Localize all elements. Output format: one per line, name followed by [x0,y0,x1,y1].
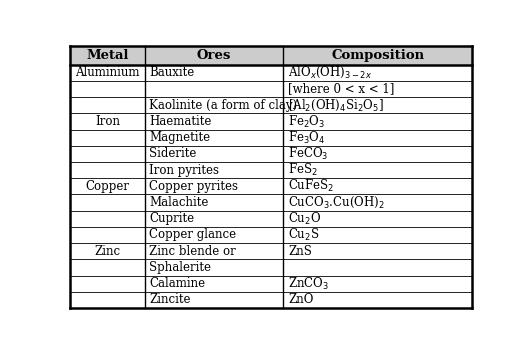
Text: Fe$_3$O$_4$: Fe$_3$O$_4$ [288,130,325,146]
Text: Siderite: Siderite [149,147,197,161]
Text: Metal: Metal [86,49,129,62]
Text: Kaolinite (a form of clay): Kaolinite (a form of clay) [149,99,297,112]
Text: Composition: Composition [331,49,424,62]
Text: Aluminium: Aluminium [75,66,140,79]
Text: Fe$_2$O$_3$: Fe$_2$O$_3$ [288,113,325,129]
Text: Cu$_2$O: Cu$_2$O [288,211,321,227]
Text: Cuprite: Cuprite [149,212,195,225]
Text: ZnS: ZnS [288,245,312,258]
Text: Magnetite: Magnetite [149,131,211,144]
Text: ZnO: ZnO [288,293,313,306]
Text: Zinc: Zinc [94,245,121,258]
Text: Sphalerite: Sphalerite [149,261,212,274]
Text: Ores: Ores [197,49,231,62]
Text: Copper: Copper [85,180,130,193]
Text: Calamine: Calamine [149,277,205,290]
Bar [70,46,472,65]
Text: AlO$_x$(OH)$_{3-2x}$: AlO$_x$(OH)$_{3-2x}$ [288,65,372,81]
Text: CuCO$_3$.Cu(OH)$_2$: CuCO$_3$.Cu(OH)$_2$ [288,195,385,210]
Text: Zinc blende or: Zinc blende or [149,245,236,258]
Text: Copper pyrites: Copper pyrites [149,180,239,193]
Text: Iron: Iron [95,115,120,128]
Text: Zincite: Zincite [149,293,191,306]
Text: Cu$_2$S: Cu$_2$S [288,227,320,243]
Text: Malachite: Malachite [149,196,209,209]
Text: Iron pyrites: Iron pyrites [149,164,220,177]
Text: FeCO$_3$: FeCO$_3$ [288,146,329,162]
Text: [Al$_2$(OH)$_4$Si$_2$O$_5$]: [Al$_2$(OH)$_4$Si$_2$O$_5$] [288,98,384,113]
Text: Haematite: Haematite [149,115,212,128]
Text: Copper glance: Copper glance [149,229,236,242]
Text: ZnCO$_3$: ZnCO$_3$ [288,276,329,292]
Text: CuFeS$_2$: CuFeS$_2$ [288,178,334,194]
Text: [where 0 < x < 1]: [where 0 < x < 1] [288,83,394,96]
Text: Bauxite: Bauxite [149,66,195,79]
Text: FeS$_2$: FeS$_2$ [288,162,318,178]
